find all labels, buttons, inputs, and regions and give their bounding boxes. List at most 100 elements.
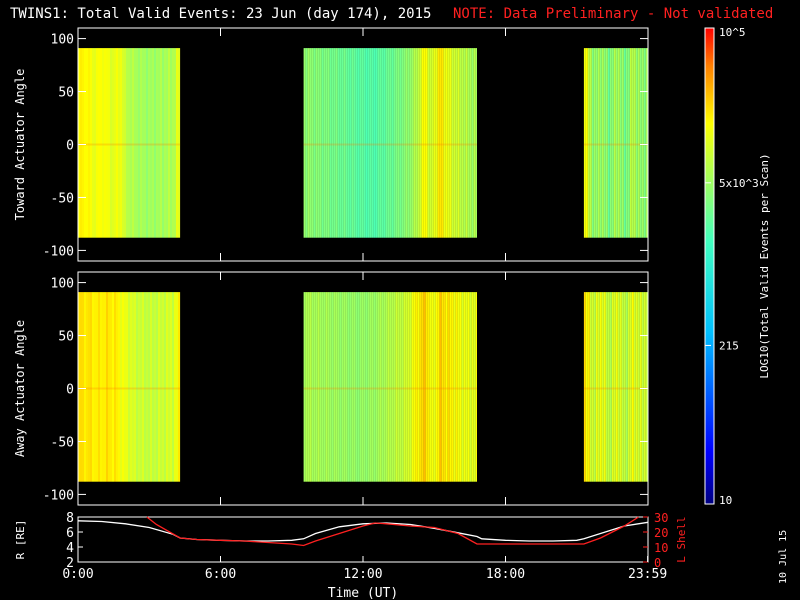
heatmap-column xyxy=(305,48,308,238)
heatmap-column xyxy=(383,292,386,482)
heatmap-column xyxy=(637,48,640,238)
heatmap-column xyxy=(615,48,618,238)
heatmap-column xyxy=(178,48,180,238)
y-tick-label: -100 xyxy=(43,244,74,259)
heatmap-column xyxy=(327,292,330,482)
heatmap-column xyxy=(367,292,370,482)
r-distance-line xyxy=(77,520,649,542)
heatmap-column xyxy=(401,48,404,238)
heatmap-column xyxy=(403,292,406,482)
heatmap-column xyxy=(90,292,92,482)
heatmap-column xyxy=(82,292,84,482)
heatmap-column xyxy=(333,292,336,482)
heatmap-column xyxy=(425,292,428,482)
heatmap-column xyxy=(421,48,424,238)
heatmap-column xyxy=(339,292,342,482)
heatmap-column xyxy=(174,48,176,238)
heatmap-column xyxy=(645,48,648,238)
y-tick-label: 0 xyxy=(66,139,74,154)
heatmap-column xyxy=(140,292,142,482)
heatmap-column xyxy=(449,292,452,482)
heatmap-column xyxy=(166,292,168,482)
heatmap-column xyxy=(341,48,344,238)
heatmap-column xyxy=(453,48,456,238)
heatmap-column xyxy=(359,292,362,482)
heatmap-column xyxy=(613,48,616,238)
heatmap-column xyxy=(451,48,454,238)
heatmap-column xyxy=(303,292,306,482)
heatmap-column xyxy=(617,48,620,238)
heatmap-column xyxy=(355,48,358,238)
heatmap-column xyxy=(631,292,634,482)
right-axis-label: L Shell xyxy=(675,516,688,562)
zero-angle-stripe xyxy=(583,387,648,390)
heatmap-column xyxy=(351,292,354,482)
heatmap-column xyxy=(405,292,408,482)
heatmap-column xyxy=(443,292,446,482)
heatmap-column xyxy=(413,48,416,238)
heatmap-column xyxy=(447,292,450,482)
heatmap-column xyxy=(627,48,630,238)
heatmap-column xyxy=(361,292,364,482)
heatmap-column xyxy=(595,292,598,482)
zero-angle-stripe xyxy=(303,387,477,390)
right-tick-label: 30 xyxy=(654,511,668,525)
heatmap-column xyxy=(353,48,356,238)
heatmap-column xyxy=(329,48,332,238)
x-tick-label: 23:59 xyxy=(628,567,667,582)
heatmap-column xyxy=(164,48,166,238)
zero-angle-stripe xyxy=(78,143,181,146)
heatmap-column xyxy=(148,48,150,238)
heatmap-column xyxy=(433,48,436,238)
heatmap-column xyxy=(641,48,644,238)
heatmap-column xyxy=(313,292,316,482)
heatmap-column xyxy=(130,48,132,238)
heatmap-column xyxy=(152,292,154,482)
heatmap-column xyxy=(160,48,162,238)
heatmap-column xyxy=(357,48,360,238)
heatmap-column xyxy=(345,48,348,238)
left-tick-label: 4 xyxy=(66,541,74,556)
heatmap-column xyxy=(116,292,118,482)
heatmap-column xyxy=(84,292,86,482)
heatmap-column xyxy=(122,48,124,238)
heatmap-column xyxy=(435,292,438,482)
heatmap-column xyxy=(172,48,174,238)
right-tick-label: 0 xyxy=(654,556,661,570)
heatmap-column xyxy=(379,48,382,238)
heatmap-column xyxy=(142,292,144,482)
left-tick-label: 8 xyxy=(66,511,74,526)
heatmap-column xyxy=(321,292,324,482)
colorbar: 10 215 5x10^3 10^5 LOG10(Total Valid Events … xyxy=(704,26,771,507)
left-tick-label: 6 xyxy=(66,526,74,541)
heatmap-column xyxy=(327,48,330,238)
right-tick-label: 10 xyxy=(654,541,668,555)
heatmap-column xyxy=(381,292,384,482)
heatmap-column xyxy=(417,48,420,238)
heatmap-column xyxy=(154,292,156,482)
heatmap-column xyxy=(116,48,118,238)
heatmap-column xyxy=(591,48,594,238)
x-tick-label: 6:00 xyxy=(205,567,236,582)
heatmap-column xyxy=(94,292,96,482)
heatmap-column xyxy=(170,292,172,482)
heatmap-column xyxy=(425,48,428,238)
heatmap-column xyxy=(637,292,640,482)
heatmap-column xyxy=(104,48,106,238)
heatmap-column xyxy=(146,292,148,482)
heatmap-column xyxy=(118,292,120,482)
colorbar-tick-label: 215 xyxy=(719,339,739,352)
heatmap-column xyxy=(617,292,620,482)
colorbar-tick-label: 10 xyxy=(719,494,732,507)
heatmap-column xyxy=(371,292,374,482)
heatmap-column xyxy=(387,292,390,482)
heatmap-column xyxy=(122,292,124,482)
heatmap-column xyxy=(375,48,378,238)
heatmap-column xyxy=(164,292,166,482)
heatmap-column xyxy=(603,292,606,482)
heatmap-column xyxy=(397,292,400,482)
heatmap-column xyxy=(473,292,476,482)
heatmap-column xyxy=(156,292,158,482)
heatmap-column xyxy=(453,292,456,482)
